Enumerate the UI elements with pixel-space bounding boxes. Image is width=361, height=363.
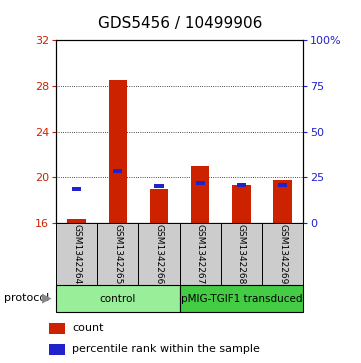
Bar <box>49 343 65 355</box>
Bar <box>97 223 138 285</box>
Bar <box>180 223 221 285</box>
Text: GSM1342265: GSM1342265 <box>113 224 122 284</box>
Text: count: count <box>72 323 104 334</box>
Bar <box>232 185 251 223</box>
Bar <box>72 187 81 191</box>
Bar <box>113 169 122 173</box>
Bar <box>56 223 97 285</box>
Bar <box>150 189 168 223</box>
Bar <box>273 180 292 223</box>
Bar <box>155 184 164 188</box>
Text: pMIG-TGIF1 transduced: pMIG-TGIF1 transduced <box>180 294 302 303</box>
Text: ▶: ▶ <box>42 292 52 305</box>
Text: control: control <box>100 294 136 303</box>
Bar <box>262 223 303 285</box>
Bar <box>180 285 303 312</box>
Bar <box>56 285 180 312</box>
Bar <box>237 183 246 187</box>
Text: GSM1342268: GSM1342268 <box>237 224 246 284</box>
Text: GSM1342264: GSM1342264 <box>72 224 81 284</box>
Bar <box>278 183 287 187</box>
Bar <box>221 223 262 285</box>
Bar <box>67 219 86 223</box>
Text: GSM1342269: GSM1342269 <box>278 224 287 284</box>
Text: protocol: protocol <box>4 293 49 303</box>
Text: GDS5456 / 10499906: GDS5456 / 10499906 <box>98 16 263 31</box>
Bar <box>49 323 65 334</box>
Bar <box>138 223 180 285</box>
Bar <box>196 181 205 185</box>
Bar <box>191 166 209 223</box>
Text: GSM1342266: GSM1342266 <box>155 224 164 284</box>
Text: percentile rank within the sample: percentile rank within the sample <box>72 344 260 354</box>
Bar <box>109 80 127 223</box>
Text: GSM1342267: GSM1342267 <box>196 224 205 284</box>
